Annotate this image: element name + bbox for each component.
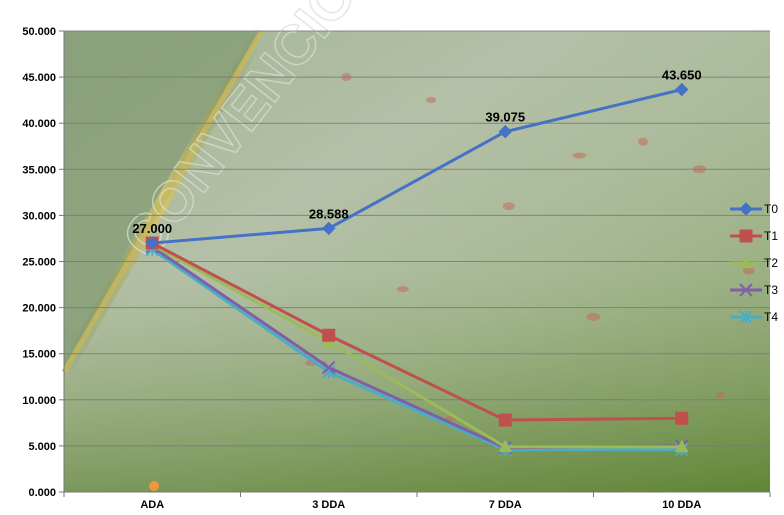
data-label-t0: 39.075 — [485, 110, 525, 125]
data-label-t0: 43.650 — [662, 68, 702, 83]
data-point-t1 — [498, 413, 512, 427]
x-tick-label: 7 DDA — [489, 499, 522, 511]
legend-marker — [739, 255, 753, 269]
background-speckle — [572, 152, 587, 159]
data-point-t3 — [322, 360, 336, 375]
x-tick-label: 10 DDA — [662, 499, 701, 511]
legend: T0 T1 T2 T3 T4 — [730, 202, 778, 324]
background-speckle — [502, 202, 515, 211]
y-tick-label: 30.000 — [22, 210, 56, 222]
legend-marker-stroke — [739, 283, 753, 297]
legend-item-t2: T2 — [730, 255, 778, 270]
data-point-t2 — [674, 439, 689, 453]
legend-label: T0 — [764, 202, 778, 216]
data-label-t0: 28.588 — [309, 206, 349, 221]
y-tick-label: 0.000 — [28, 487, 56, 499]
background-speckle — [742, 266, 755, 275]
background-speckle — [396, 286, 409, 293]
legend-label: T4 — [764, 310, 778, 324]
data-point-t2 — [498, 439, 513, 453]
legend-item-t0: T0 — [730, 202, 778, 216]
y-tick-label: 25.000 — [22, 257, 56, 269]
series-lines — [145, 82, 689, 457]
y-tick-label: 15.000 — [22, 349, 56, 361]
legend-marker — [739, 283, 753, 297]
data-point-t0 — [322, 221, 336, 236]
y-tick-label: 5.000 — [28, 441, 56, 453]
orange-dot — [149, 481, 159, 491]
y-tick-label: 45.000 — [22, 72, 56, 84]
legend-item-t1: T1 — [730, 229, 778, 243]
series-t0 — [145, 82, 689, 250]
y-tick-label: 10.000 — [22, 395, 56, 407]
background-speckle — [637, 137, 648, 146]
y-tick-label: 35.000 — [22, 164, 56, 176]
legend-item-t4: T4 — [730, 310, 778, 324]
legend-marker — [739, 310, 753, 324]
x-tick-label: ADA — [140, 499, 164, 511]
data-point-t1 — [322, 328, 336, 342]
legend-label: T1 — [764, 229, 778, 243]
data-point-t0 — [498, 125, 512, 139]
background-speckle — [715, 392, 726, 399]
legend-marker — [739, 202, 753, 216]
data-point-t1 — [675, 411, 689, 425]
data-point-t0 — [675, 82, 689, 97]
axes: 0.000 5.000 10.000 15.000 20.000 25.000 30.000… — [22, 26, 771, 511]
data-point-t3-stroke — [322, 360, 336, 375]
legend-label: T3 — [764, 283, 778, 297]
series-line-t4 — [151, 248, 682, 452]
data-labels: 27.000 28.588 39.075 43.650 — [132, 68, 702, 491]
legend-item-t3: T3 — [730, 283, 778, 297]
series-line-t0 — [152, 88, 683, 245]
background-speckle — [426, 97, 437, 104]
data-label-t0: 27.000 — [132, 221, 172, 236]
legend-marker — [739, 229, 753, 243]
series-line-t2 — [151, 243, 682, 449]
x-tick-label: 3 DDA — [312, 499, 345, 511]
legend-label: T2 — [764, 256, 778, 270]
background-speckle — [586, 312, 601, 321]
y-tick-label: 40.000 — [22, 118, 56, 130]
y-tick-label: 50.000 — [22, 26, 56, 38]
series-line-t1 — [151, 241, 682, 422]
data-point-t0 — [145, 236, 159, 250]
y-tick-label: 20.000 — [22, 303, 56, 315]
